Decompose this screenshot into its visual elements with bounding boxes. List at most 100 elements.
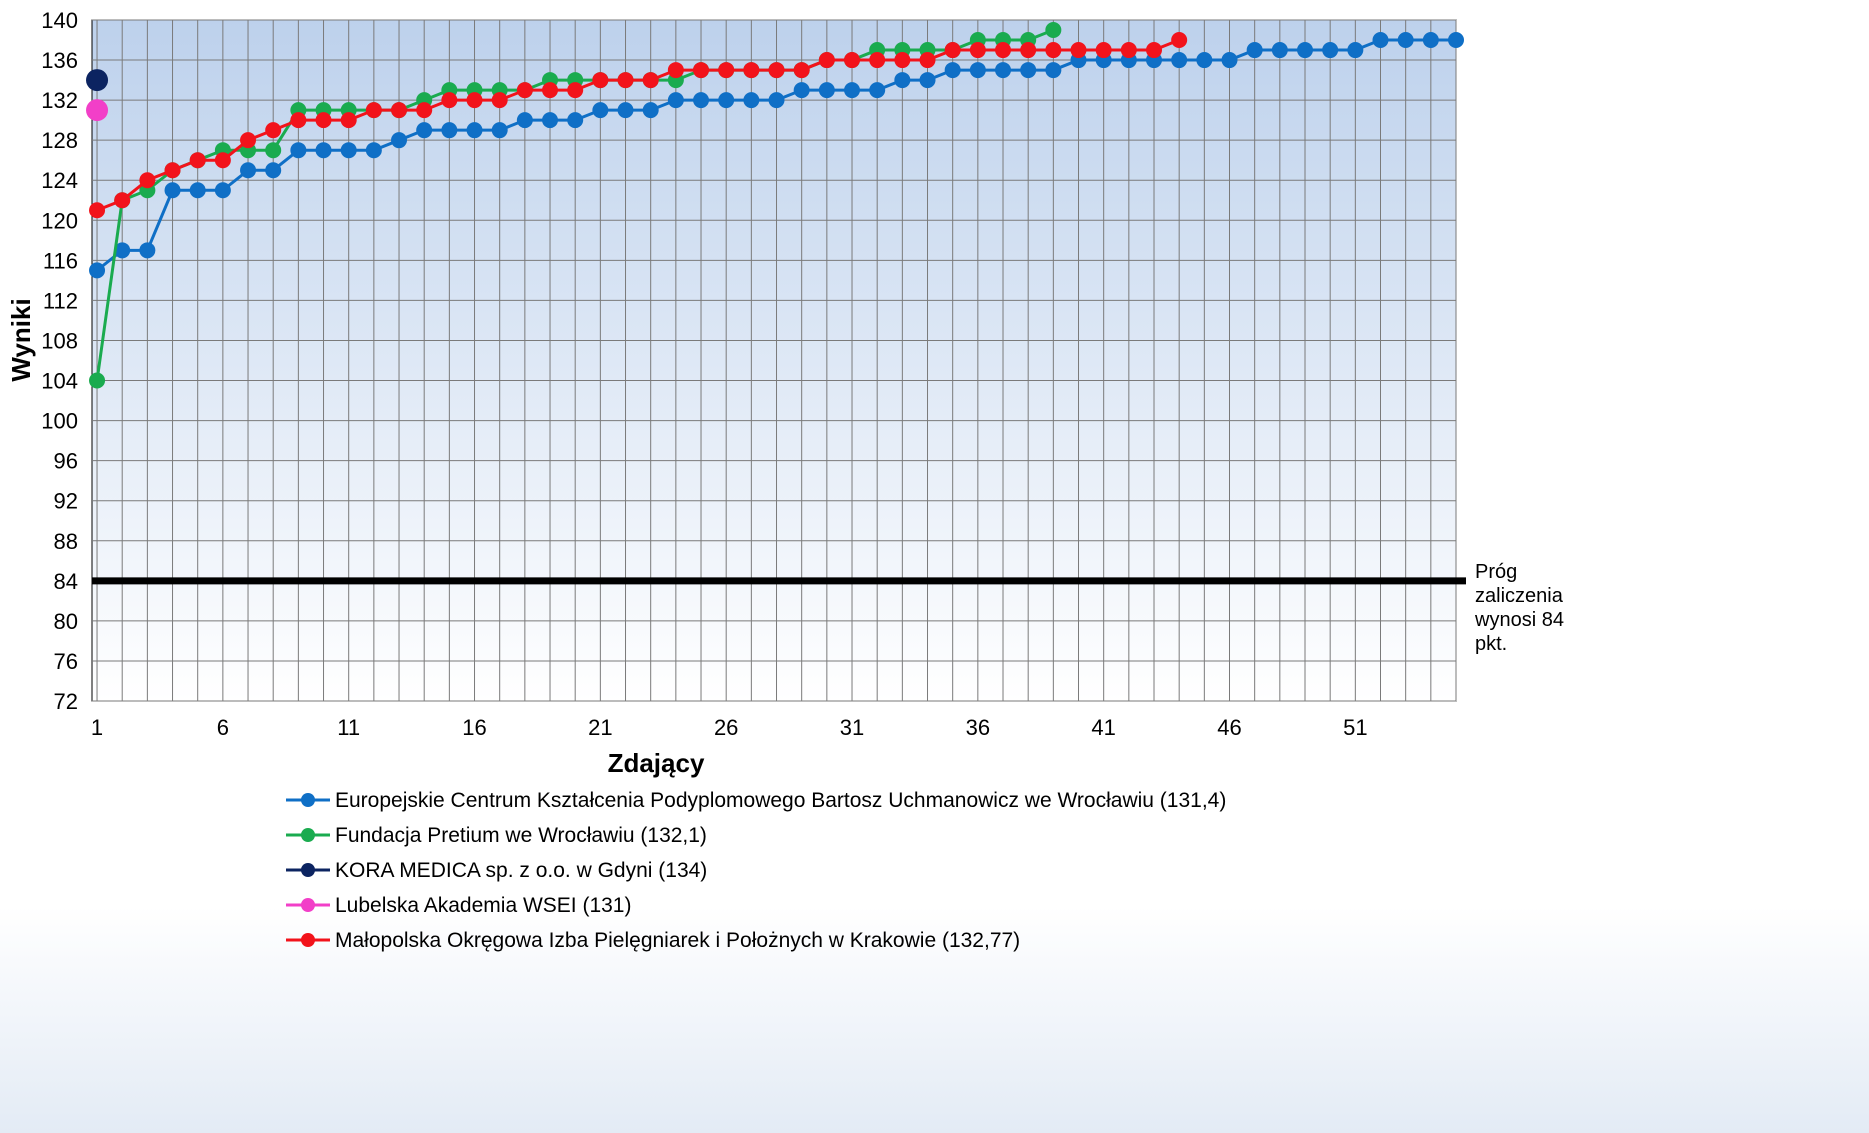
data-point bbox=[164, 182, 181, 199]
data-point bbox=[894, 52, 911, 69]
data-point bbox=[768, 62, 785, 79]
series-group bbox=[86, 22, 1464, 389]
data-point bbox=[768, 92, 785, 109]
data-point bbox=[995, 42, 1012, 59]
data-point bbox=[114, 242, 131, 259]
legend-item: Fundacja Pretium we Wrocławiu (132,1) bbox=[286, 824, 707, 847]
data-point bbox=[214, 182, 231, 199]
data-point bbox=[441, 122, 458, 139]
x-tick-label: 26 bbox=[714, 715, 738, 740]
data-point bbox=[365, 102, 382, 119]
data-point bbox=[416, 122, 433, 139]
data-point bbox=[1146, 42, 1163, 59]
data-point bbox=[995, 62, 1012, 79]
data-point bbox=[743, 92, 760, 109]
data-point bbox=[969, 62, 986, 79]
series-3 bbox=[86, 69, 109, 92]
data-point bbox=[592, 102, 609, 119]
data-point bbox=[969, 42, 986, 59]
y-tick-label: 84 bbox=[54, 569, 78, 594]
data-point bbox=[617, 72, 634, 89]
data-point bbox=[240, 162, 257, 179]
data-point bbox=[240, 132, 257, 149]
data-point bbox=[290, 142, 307, 159]
y-tick-label: 112 bbox=[43, 288, 78, 313]
legend-marker bbox=[301, 898, 315, 912]
x-tick-label: 11 bbox=[337, 715, 360, 740]
data-point bbox=[1045, 42, 1062, 59]
y-tick-label: 88 bbox=[54, 529, 78, 554]
data-point bbox=[1196, 52, 1213, 69]
x-tick-label: 1 bbox=[91, 715, 103, 740]
series-5 bbox=[89, 32, 1188, 219]
data-point bbox=[718, 92, 735, 109]
data-point bbox=[894, 72, 911, 89]
data-point bbox=[693, 62, 710, 79]
data-point bbox=[944, 62, 961, 79]
data-point bbox=[189, 152, 206, 169]
legend-item: KORA MEDICA sp. z o.o. w Gdyni (134) bbox=[286, 859, 707, 882]
data-point bbox=[516, 82, 533, 99]
y-tick-label: 116 bbox=[43, 248, 78, 273]
y-tick-label: 108 bbox=[41, 328, 78, 353]
y-tick-label: 140 bbox=[41, 8, 78, 33]
legend-label: KORA MEDICA sp. z o.o. w Gdyni (134) bbox=[335, 859, 707, 882]
legend-label: Lubelska Akademia WSEI (131) bbox=[335, 894, 631, 917]
data-point bbox=[567, 112, 584, 129]
x-tick-label: 6 bbox=[217, 715, 229, 740]
threshold-label-line: pkt. bbox=[1475, 633, 1507, 655]
data-point bbox=[365, 142, 382, 159]
data-point bbox=[164, 162, 181, 179]
data-point bbox=[693, 92, 710, 109]
data-point bbox=[416, 102, 433, 119]
data-point bbox=[1120, 42, 1137, 59]
data-point bbox=[491, 92, 508, 109]
data-point bbox=[542, 112, 559, 129]
data-point bbox=[1347, 42, 1364, 59]
data-point bbox=[617, 102, 634, 119]
data-point bbox=[1171, 32, 1188, 49]
y-tick-label: 128 bbox=[41, 128, 78, 153]
legend-marker bbox=[301, 828, 315, 842]
data-point bbox=[265, 142, 282, 159]
x-tick-label: 21 bbox=[588, 715, 612, 740]
x-tick-label: 31 bbox=[840, 715, 864, 740]
data-point bbox=[743, 62, 760, 79]
data-point bbox=[642, 102, 659, 119]
data-point bbox=[919, 52, 936, 69]
series-4 bbox=[86, 99, 109, 122]
legend-label: Europejskie Centrum Kształcenia Podyplom… bbox=[335, 789, 1226, 812]
legend-item: Europejskie Centrum Kształcenia Podyplom… bbox=[286, 789, 1226, 812]
data-point bbox=[466, 122, 483, 139]
data-point bbox=[139, 242, 156, 259]
legend-marker bbox=[301, 793, 315, 807]
data-point bbox=[516, 112, 533, 129]
data-point bbox=[265, 162, 282, 179]
data-point bbox=[1171, 52, 1188, 69]
data-point bbox=[139, 172, 156, 189]
data-point bbox=[315, 142, 332, 159]
data-point bbox=[391, 132, 408, 149]
data-point bbox=[667, 62, 684, 79]
data-point bbox=[1020, 62, 1037, 79]
legend-label: Małopolska Okręgowa Izba Pielęgniarek i … bbox=[335, 929, 1020, 952]
data-point bbox=[89, 372, 106, 389]
data-point bbox=[1422, 32, 1439, 49]
y-tick-label: 80 bbox=[54, 609, 78, 634]
data-point bbox=[89, 262, 106, 279]
data-point bbox=[919, 72, 936, 89]
data-point bbox=[315, 112, 332, 129]
data-point bbox=[844, 82, 861, 99]
data-point bbox=[1397, 32, 1414, 49]
plot-area bbox=[91, 19, 1457, 702]
data-point bbox=[818, 52, 835, 69]
data-point bbox=[114, 192, 131, 209]
data-point bbox=[466, 92, 483, 109]
y-tick-label: 104 bbox=[41, 369, 78, 394]
data-point bbox=[869, 52, 886, 69]
threshold-label-line: wynosi 84 bbox=[1474, 609, 1564, 631]
data-point bbox=[290, 112, 307, 129]
threshold-label-line: Próg bbox=[1475, 561, 1517, 583]
